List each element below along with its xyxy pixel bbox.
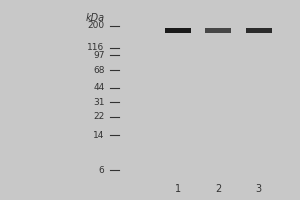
Text: 68: 68 [93,66,104,75]
Text: 97: 97 [93,51,104,60]
Text: 6: 6 [99,166,104,175]
Text: 44: 44 [93,83,104,92]
Text: 116: 116 [87,43,104,52]
Text: 2: 2 [215,184,221,194]
Text: 14: 14 [93,131,104,140]
Text: 200: 200 [87,21,104,30]
FancyBboxPatch shape [205,28,231,33]
FancyBboxPatch shape [165,28,190,33]
Text: 3: 3 [256,184,262,194]
Text: 22: 22 [93,112,104,121]
FancyBboxPatch shape [246,28,272,33]
Text: 31: 31 [93,98,104,107]
Text: kDa: kDa [85,13,104,23]
Text: 1: 1 [175,184,181,194]
